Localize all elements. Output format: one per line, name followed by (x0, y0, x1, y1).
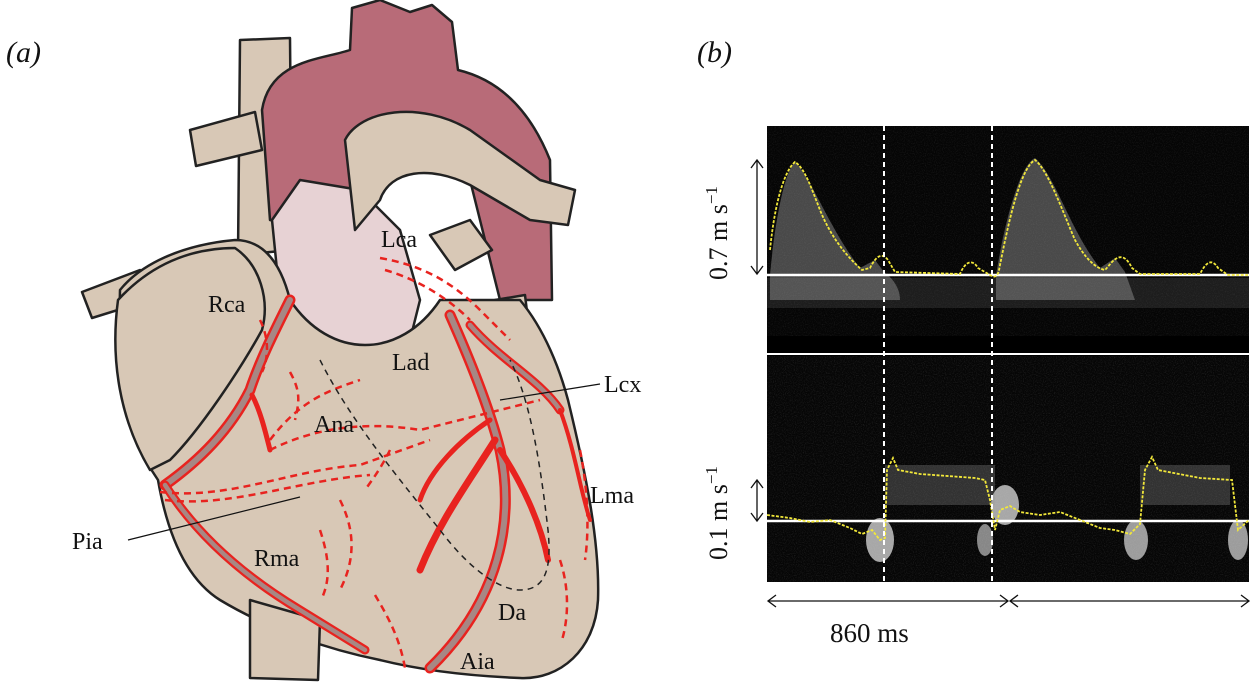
top-scale-arrow (750, 158, 764, 276)
doppler-top-signal (767, 158, 1249, 308)
pulmonary-artery (343, 110, 577, 232)
doppler-top (767, 126, 1249, 336)
doppler-top-lower-band (767, 278, 1249, 308)
vessel-branch-e (373, 594, 407, 669)
vessel-lcx-core (467, 322, 563, 413)
time-span-arrows (766, 594, 1251, 608)
top-scale-exponent: −1 (702, 186, 721, 204)
vessel-pia-2 (164, 473, 371, 503)
panel-a: (a) (6, 0, 641, 682)
vessel-da-contour (319, 359, 550, 591)
doppler-bottom-blob-3 (1124, 520, 1148, 560)
panel-b-label: (b) (697, 36, 732, 69)
vessel-ana (269, 398, 541, 452)
vessel-rca-branch (249, 392, 273, 453)
vessel-pia (159, 438, 431, 495)
top-scale-label: 0.7 m s−1 (702, 186, 733, 280)
right-atrium (114, 246, 266, 472)
dashed-vessels (159, 256, 589, 669)
doppler-bottom-noise (767, 356, 1249, 582)
time-span-label: 860 ms (830, 618, 909, 648)
doppler-bottom (766, 356, 1250, 582)
vessel-rma-core (162, 482, 368, 653)
doppler-top-envelope-2 (996, 158, 1135, 300)
vessel-lca-proximal-2 (384, 268, 471, 321)
vessel-lad-branch-1 (416, 436, 499, 574)
doppler-top-trace (769, 158, 1249, 278)
bottom-scale-exponent: −1 (702, 466, 721, 484)
vessel-branch-g (578, 449, 589, 561)
vessel-lca-proximal (379, 256, 511, 341)
label-lca: Lca (381, 227, 417, 253)
vessel-ana-2 (269, 378, 361, 441)
vessel-branch-a (288, 371, 300, 421)
vessel-branch-b (258, 319, 269, 373)
bottom-scale-arrow (750, 478, 764, 523)
doppler-bottom-blob-2 (991, 485, 1019, 525)
vessel-branch-f (558, 559, 569, 641)
vessel-labels: Lca Rca Lad Lcx Ana Pia Lma Rma Da Aia (72, 227, 641, 675)
vessel-branch-h (363, 449, 392, 491)
vessel-lad-branch-3 (417, 417, 493, 503)
label-ana: Ana (314, 412, 354, 438)
panel-a-label: (a) (6, 36, 41, 69)
label-pia: Pia (72, 529, 103, 555)
pointer-pia (127, 496, 301, 541)
label-aia: Aia (460, 649, 495, 675)
doppler-top-envelope-1 (770, 162, 900, 300)
vessel-rca-core (162, 297, 293, 488)
label-rca: Rca (208, 292, 246, 318)
panel-b: (b) (697, 36, 1251, 648)
label-lad: Lad (392, 350, 429, 376)
label-rma: Rma (254, 546, 300, 572)
label-lma: Lma (590, 483, 634, 509)
label-lcx: Lcx (604, 372, 641, 398)
label-da: Da (498, 600, 526, 626)
doppler-bottom-blob-4 (1228, 520, 1248, 560)
pointer-lcx (499, 383, 601, 401)
doppler-bottom-blob-5 (977, 524, 993, 556)
doppler-bottom-trace (766, 454, 1250, 542)
doppler-separator (767, 336, 1249, 356)
vessel-branch-c (338, 499, 353, 591)
inferior-vena-cava (248, 598, 322, 682)
left-appendage (428, 218, 494, 272)
doppler-bottom-band-2 (1140, 465, 1230, 505)
vessel-stub-upper (188, 110, 264, 168)
vessel-lad-branch-2 (497, 447, 551, 563)
vessel-branch-d (318, 529, 330, 599)
bottom-scale-label: 0.1 m s−1 (702, 466, 733, 560)
coronary-vessels (159, 294, 592, 674)
doppler-top-noise (767, 126, 1249, 336)
heart-illustration (80, 0, 600, 682)
